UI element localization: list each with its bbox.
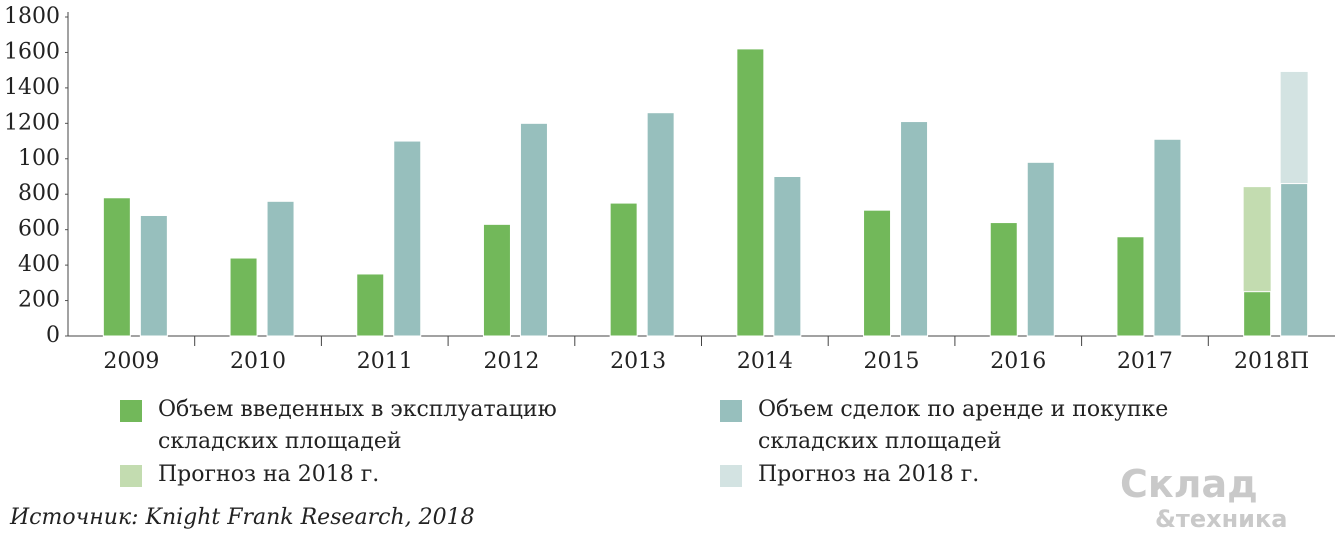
y-tick-label: 200 [18, 288, 60, 313]
watermark: Склад [1120, 462, 1258, 506]
bar [519, 122, 548, 337]
x-tick-label: 2017 [1117, 349, 1173, 374]
bar [102, 197, 131, 337]
legend-label: Объем сделок по аренде и покупке складск… [758, 397, 1169, 454]
bar [229, 257, 258, 337]
x-tick-label: 2010 [230, 349, 286, 374]
bar [1280, 183, 1309, 337]
legend-swatch [120, 465, 142, 487]
bar [646, 112, 675, 337]
legend-label: Прогноз на 2018 г. [758, 462, 980, 487]
y-tick-label: 400 [18, 252, 60, 277]
watermark: &техника [1155, 505, 1288, 533]
y-tick-label: 1800 [4, 4, 60, 29]
bar [1153, 138, 1182, 337]
x-tick-label: 2012 [483, 349, 539, 374]
y-tick-label: 800 [18, 181, 60, 206]
y-tick-label: 100 [18, 146, 60, 171]
bar [139, 214, 168, 337]
bar [609, 202, 638, 337]
bar [736, 48, 765, 337]
legend-label: Объем введенных в эксплуатацию складских… [158, 397, 557, 454]
x-tick-label: 2018П [1234, 349, 1309, 374]
y-tick-label: 600 [18, 217, 60, 242]
y-tick-label: 1600 [4, 39, 60, 64]
bar [900, 121, 929, 337]
source: Источник: Knight Frank Research, 2018 [10, 505, 475, 530]
bar [773, 176, 802, 337]
bar [1116, 236, 1145, 337]
x-tick-label: 2015 [864, 349, 920, 374]
legend-swatch [120, 400, 142, 422]
x-tick-label: 2009 [103, 349, 159, 374]
bar [989, 222, 1018, 337]
bar [266, 200, 295, 337]
y-tick-label: 1400 [4, 75, 60, 100]
bar [482, 223, 511, 337]
x-tick-label: 2013 [610, 349, 666, 374]
bar [393, 140, 422, 337]
bar [1243, 291, 1272, 337]
bar [356, 273, 385, 337]
bar [1026, 161, 1055, 337]
legend-swatch [720, 465, 742, 487]
x-tick-label: 2011 [357, 349, 413, 374]
legend-label: Прогноз на 2018 г. [158, 462, 380, 487]
x-tick-label: 2014 [737, 349, 793, 374]
x-tick-label: 2016 [990, 349, 1046, 374]
legend-swatch [720, 400, 742, 422]
y-tick-label: 0 [46, 323, 60, 348]
bar [863, 209, 892, 337]
y-tick-label: 1200 [4, 110, 60, 135]
